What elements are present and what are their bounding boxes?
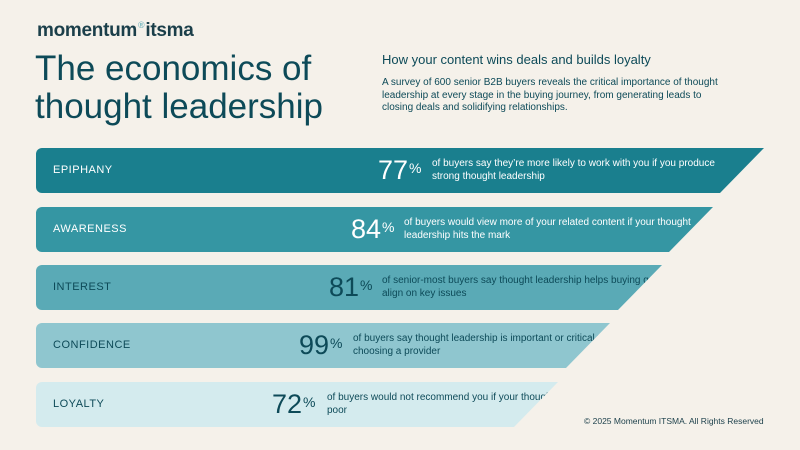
stage-label: INTEREST: [53, 281, 112, 293]
stage-stat: 84%: [351, 212, 395, 246]
stage-description: of buyers would view more of your relate…: [404, 217, 691, 241]
intro-body: A survey of 600 senior B2B buyers reveal…: [382, 77, 718, 113]
stage-band-loyalty: LOYALTY 72% of buyers would not recommen…: [36, 382, 558, 427]
stage-description: of senior-most buyers say thought leader…: [382, 275, 674, 299]
stat-unit: %: [409, 160, 422, 176]
stat-unit: %: [382, 219, 395, 235]
stage-label: AWARENESS: [53, 223, 127, 235]
logo-registered-mark: ®: [138, 20, 145, 30]
stage-band-interest: INTEREST 81% of senior-most buyers say t…: [36, 265, 662, 310]
stage-description: of buyers say thought leadership is impo…: [353, 333, 622, 357]
copyright-notice: © 2025 Momentum ITSMA. All Rights Reserv…: [584, 416, 764, 426]
stage-stat: 77%: [378, 153, 422, 187]
stat-value: 72: [272, 389, 303, 419]
stat-value: 81: [329, 272, 360, 302]
stage-stat: 81%: [329, 270, 373, 304]
stage-band-awareness: AWARENESS 84% of buyers would view more …: [36, 207, 713, 252]
stage-band-confidence: CONFIDENCE 99% of buyers say thought lea…: [36, 323, 610, 368]
page-title: The economics of thought leadership: [35, 49, 323, 126]
brand-logo: momentum®itsma: [37, 20, 194, 42]
stage-label: CONFIDENCE: [53, 339, 131, 351]
stage-label: EPIPHANY: [53, 164, 113, 176]
stat-value: 77: [378, 155, 409, 185]
stage-stat: 99%: [299, 328, 343, 362]
stage-description: of buyers would not recommend you if you…: [327, 392, 614, 416]
stage-description: of buyers say they’re more likely to wor…: [432, 158, 715, 182]
stat-value: 84: [351, 214, 382, 244]
stat-unit: %: [303, 394, 316, 410]
stat-value: 99: [299, 330, 330, 360]
stat-unit: %: [330, 335, 343, 351]
intro-block: How your content wins deals and builds l…: [382, 52, 722, 115]
stat-unit: %: [360, 277, 373, 293]
logo-brand: momentum: [37, 20, 137, 41]
logo-suffix: itsma: [145, 20, 194, 41]
stage-label: LOYALTY: [53, 398, 105, 410]
stage-band-epiphany: EPIPHANY 77% of buyers say they’re more …: [36, 148, 764, 193]
stage-stat: 72%: [272, 387, 316, 421]
intro-heading: How your content wins deals and builds l…: [382, 52, 651, 67]
